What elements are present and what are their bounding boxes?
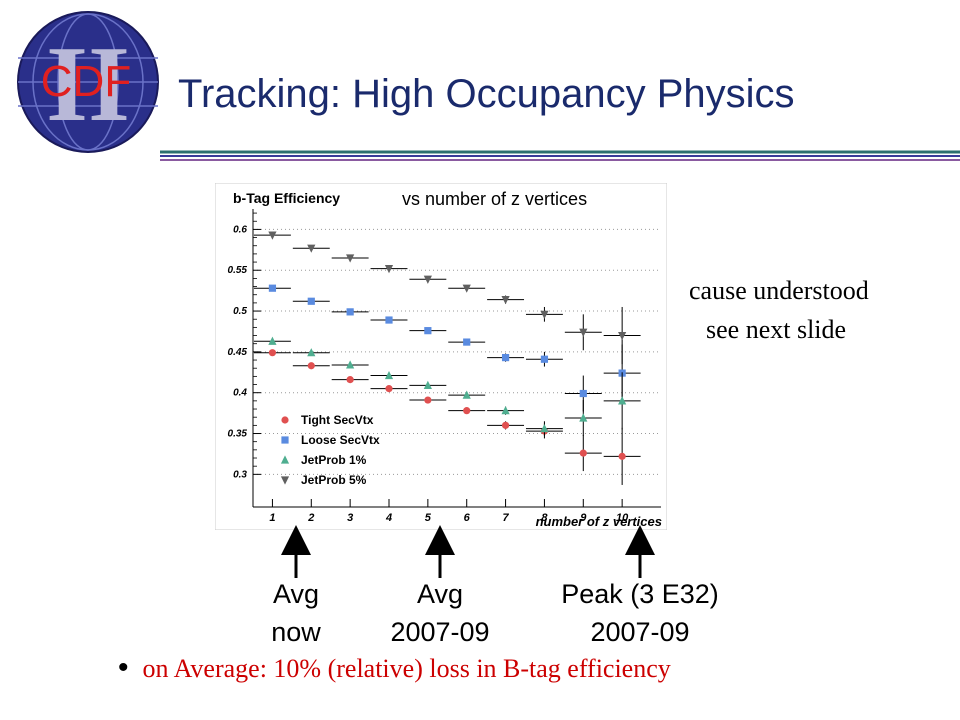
point-loose-secvtx: [385, 316, 393, 324]
plot-subtitle: vs number of z vertices: [402, 189, 588, 209]
btag-efficiency-chart: b-Tag Efficiency 0.30.350.40.450.50.550.…: [215, 183, 667, 530]
logo-text: CDF: [41, 57, 131, 106]
y-tick-label: 0.35: [228, 429, 248, 440]
point-tight-secvtx: [385, 385, 393, 393]
x-tick-label: 2: [307, 512, 314, 524]
point-tight-secvtx: [346, 376, 354, 384]
label-peak-line2: 2007-09: [590, 617, 690, 647]
x-tick-label: 1: [269, 512, 275, 524]
note-see-next-slide: see next slide: [706, 315, 847, 344]
legend-label: JetProb 5%: [301, 473, 367, 487]
point-tight-secvtx: [501, 421, 510, 429]
y-tick-label: 0.4: [233, 388, 247, 399]
label-peak: Peak (3 E32) 2007-09: [540, 575, 740, 651]
point-loose-secvtx: [424, 327, 432, 335]
x-tick-label: 5: [425, 512, 432, 524]
label-avg-2007-line1: Avg: [416, 579, 464, 609]
x-tick-label: 6: [464, 512, 471, 524]
point-jetprob-1: [423, 380, 432, 389]
point-tight-secvtx: [307, 362, 315, 370]
point-jetprob-1: [540, 424, 549, 433]
point-jetprob-1: [384, 370, 394, 380]
chart-legend: Tight SecVtx Loose SecVtx JetProb 1% JetPro…: [280, 413, 380, 487]
point-loose-secvtx: [346, 308, 354, 316]
bullet-line: • on Average: 10% (relative) loss in B-ta…: [118, 651, 671, 685]
y-tick-label: 0.3: [233, 469, 247, 480]
point-loose-secvtx: [268, 284, 277, 292]
chart-marks: [253, 231, 641, 485]
x-tick-label: 7: [503, 512, 510, 524]
bullet-text: on Average: 10% (relative) loss in B-tag…: [142, 654, 671, 683]
point-jetprob-5: [423, 275, 432, 284]
x-tick-label: 3: [347, 512, 353, 524]
bullet-icon: •: [118, 651, 129, 684]
chart-axes: 0.3 0.35 0.4 0.45 0.5 0.55 0.6 1 2 3 4 5 6 7 8 9 10: [228, 209, 661, 524]
point-loose-secvtx: [579, 389, 587, 398]
x-tick-label: 8: [541, 512, 548, 524]
point-jetprob-5: [346, 254, 355, 263]
point-jetprob-1: [501, 406, 510, 415]
point-jetprob-5: [307, 244, 316, 253]
slide-title: Tracking: High Occupancy Physics: [178, 72, 795, 116]
y-tick-label: 0.5: [233, 306, 247, 317]
chart-grid: [253, 228, 661, 475]
point-loose-secvtx: [501, 353, 510, 362]
legend-label: Loose SecVtx: [301, 433, 380, 447]
point-tight-secvtx: [268, 349, 277, 357]
point-jetprob-5: [462, 284, 471, 293]
legend-label: Tight SecVtx: [301, 413, 374, 427]
point-loose-secvtx: [463, 338, 471, 346]
x-tick-label: 10: [616, 512, 629, 524]
title-divider: [160, 150, 960, 161]
legend-marker: [280, 476, 290, 485]
legend-label: JetProb 1%: [301, 453, 367, 467]
x-tick-label: 4: [385, 512, 392, 524]
logo-roman-numeral: II: [46, 25, 130, 144]
point-jetprob-1: [307, 348, 316, 357]
legend-marker: [281, 416, 289, 424]
point-tight-secvtx: [579, 449, 587, 457]
label-avg-2007-line2: 2007-09: [390, 617, 490, 647]
point-jetprob-5: [268, 231, 277, 240]
legend-marker: [280, 455, 290, 464]
point-jetprob-1: [579, 413, 588, 422]
y-tick-label: 0.6: [233, 224, 247, 235]
label-avg-now-line2: now: [271, 617, 321, 647]
point-jetprob-5: [384, 265, 394, 274]
point-jetprob-1: [462, 390, 471, 399]
point-loose-secvtx: [540, 355, 549, 363]
point-jetprob-1: [346, 360, 355, 369]
point-jetprob-5: [618, 331, 627, 341]
x-tick-label: 9: [580, 512, 587, 524]
point-jetprob-1: [618, 396, 627, 405]
y-tick-label: 0.45: [228, 347, 248, 358]
point-loose-secvtx: [307, 297, 315, 305]
y-tick-label: 0.55: [228, 265, 248, 276]
point-jetprob-1: [268, 336, 277, 345]
point-tight-secvtx: [463, 407, 471, 415]
cdf-logo: II CDF: [17, 11, 159, 153]
label-peak-line1: Peak (3 E32): [561, 579, 719, 609]
note-cause-understood: cause understood: [689, 276, 869, 305]
chart-title: b-Tag Efficiency: [233, 190, 340, 206]
point-tight-secvtx: [424, 396, 432, 404]
label-avg-now-line1: Avg: [272, 579, 320, 609]
legend-marker: [281, 436, 289, 444]
x-axis-label: number of z vertices: [536, 514, 662, 529]
label-avg-now: Avg now: [246, 575, 346, 651]
point-jetprob-5: [579, 328, 588, 337]
point-tight-secvtx: [618, 452, 626, 460]
point-jetprob-5: [540, 310, 549, 319]
point-jetprob-5: [501, 296, 510, 305]
label-avg-2007: Avg 2007-09: [360, 575, 520, 651]
